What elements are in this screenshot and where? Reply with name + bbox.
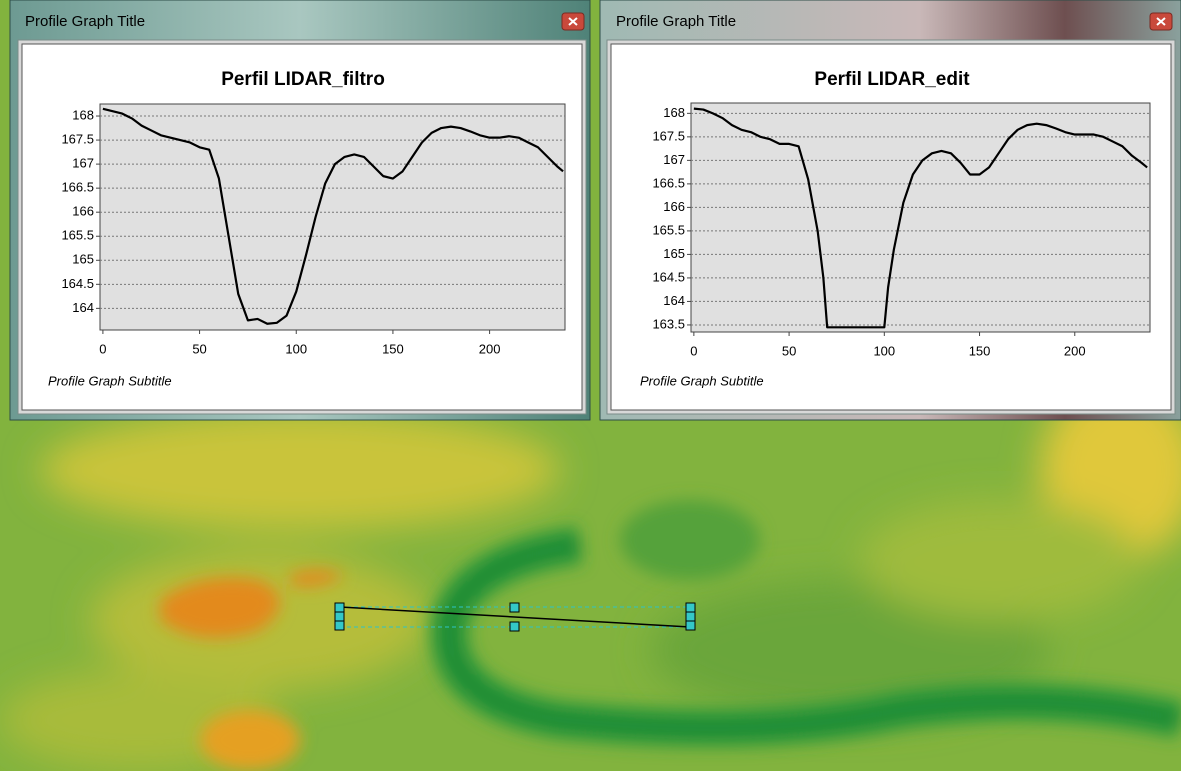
- y-tick-label: 166: [663, 199, 685, 214]
- chart-subtitle: Profile Graph Subtitle: [640, 373, 764, 388]
- y-tick-label: 167: [663, 152, 685, 167]
- y-tick-label: 164: [72, 300, 94, 315]
- x-tick-label: 200: [1064, 343, 1086, 358]
- y-tick-label: 164: [663, 293, 685, 308]
- y-tick-label: 166.5: [652, 175, 685, 190]
- y-tick-label: 164.5: [61, 276, 94, 291]
- x-tick-label: 100: [285, 341, 307, 356]
- x-tick-label: 100: [873, 343, 895, 358]
- y-tick-label: 166: [72, 204, 94, 219]
- window-title: Profile Graph Title: [25, 13, 145, 30]
- y-tick-label: 167.5: [61, 132, 94, 147]
- x-tick-label: 0: [99, 341, 106, 356]
- y-tick-label: 165.5: [61, 228, 94, 243]
- y-tick-label: 167: [72, 156, 94, 171]
- x-tick-label: 150: [382, 341, 404, 356]
- x-tick-label: 200: [479, 341, 501, 356]
- screen: Profile Graph Title Profile Graph Title …: [0, 0, 1181, 771]
- y-tick-label: 165: [663, 246, 685, 261]
- y-tick-label: 165: [72, 252, 94, 267]
- y-tick-label: 168: [72, 107, 94, 122]
- y-tick-label: 168: [663, 105, 685, 120]
- chart-title: Perfil LIDAR_edit: [814, 69, 970, 90]
- chart-title: Perfil LIDAR_filtro: [221, 69, 385, 90]
- window-title: Profile Graph Title: [616, 13, 736, 30]
- chart-subtitle: Profile Graph Subtitle: [48, 373, 172, 388]
- x-tick-label: 0: [690, 343, 697, 358]
- x-tick-label: 150: [969, 343, 991, 358]
- y-tick-label: 163.5: [652, 316, 685, 331]
- y-tick-label: 164.5: [652, 269, 685, 284]
- x-tick-label: 50: [782, 343, 796, 358]
- x-tick-label: 50: [192, 341, 206, 356]
- y-tick-label: 166.5: [61, 180, 94, 195]
- y-tick-label: 167.5: [652, 128, 685, 143]
- y-tick-label: 165.5: [652, 222, 685, 237]
